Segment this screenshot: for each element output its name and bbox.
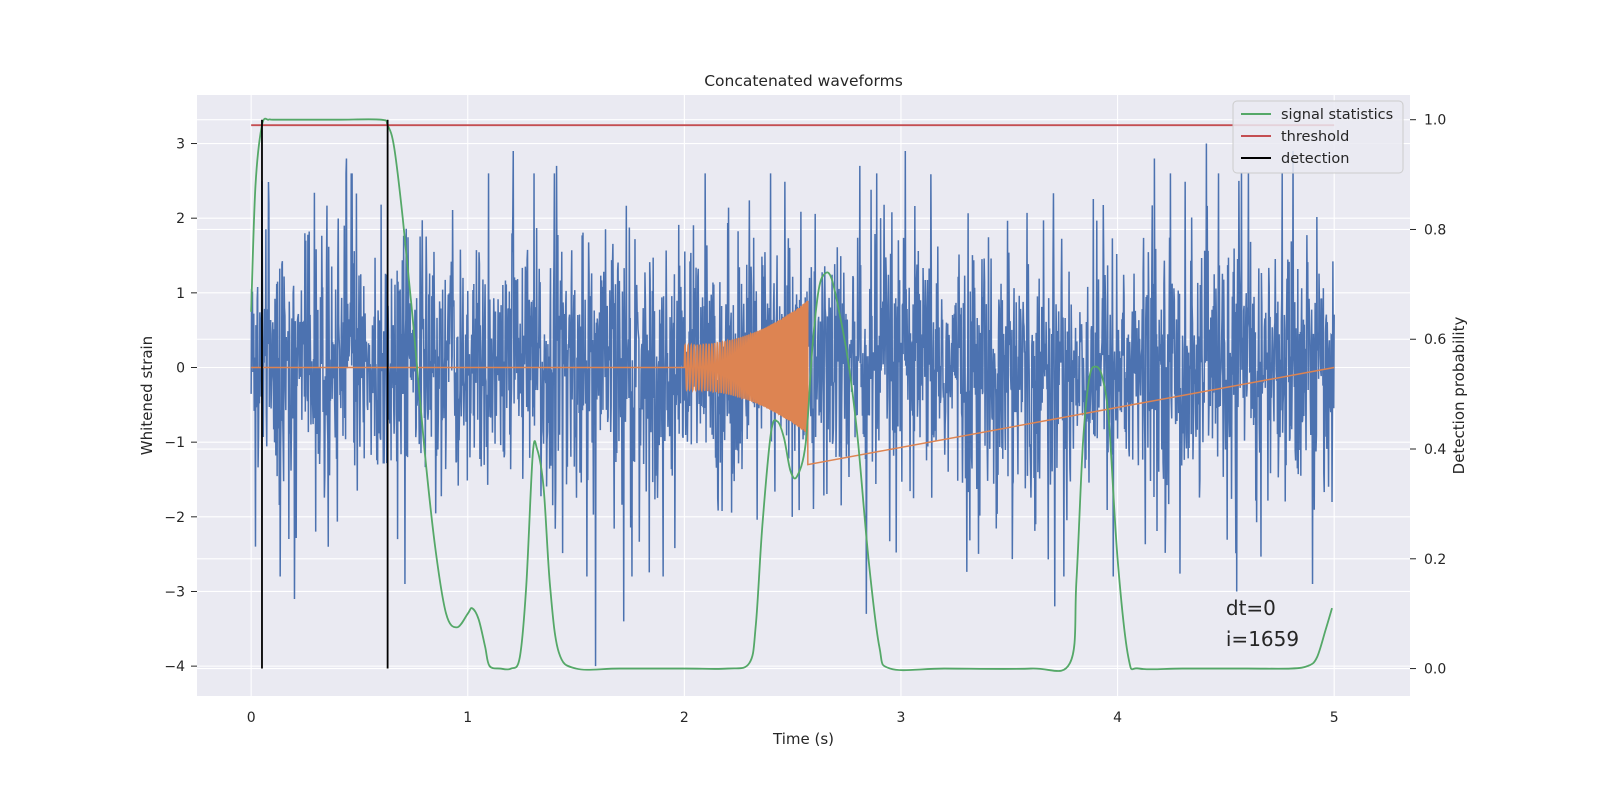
signal-statistics-line xyxy=(250,117,1333,672)
legend: signal statistics threshold detection xyxy=(1232,100,1404,174)
y-tick-label: 1 xyxy=(176,286,185,302)
right-axis-ticks: 0.0 0.2 0.4 0.6 0.8 1.0 xyxy=(1410,113,1446,678)
right-y-tick-label: 0.8 xyxy=(1424,222,1446,238)
legend-box xyxy=(1232,100,1404,174)
chart-title: Concatenated waveforms xyxy=(704,72,903,90)
x-tick-label: 3 xyxy=(897,710,906,726)
right-y-tick-label: 0.6 xyxy=(1424,332,1446,348)
right-y-tick-label: 1.0 xyxy=(1424,113,1446,129)
right-y-tick-label: 0.2 xyxy=(1424,552,1446,568)
right-y-tick-label: 0.4 xyxy=(1424,442,1446,458)
y-tick-label: −1 xyxy=(164,435,185,451)
x-tick-label: 2 xyxy=(680,710,689,726)
x-tick-label: 0 xyxy=(247,710,256,726)
x-tick-label: 4 xyxy=(1113,710,1122,726)
annotation-dt: dt=0 xyxy=(1226,596,1276,620)
strain-noise-series xyxy=(250,143,1335,667)
annotation-index: i=1659 xyxy=(1226,627,1299,651)
y-tick-label: 0 xyxy=(176,361,185,377)
series-layer xyxy=(250,117,1335,672)
left-axis-ticks: −4 −3 −2 −1 0 1 2 3 xyxy=(164,137,197,675)
legend-label: signal statistics xyxy=(1281,107,1393,123)
y-tick-label: −4 xyxy=(164,659,185,675)
y-axis-label: Whitened strain xyxy=(138,336,156,455)
x-axis-label: Time (s) xyxy=(772,730,834,748)
y-tick-label: 3 xyxy=(176,137,185,153)
y-tick-label: 2 xyxy=(176,211,185,227)
grid xyxy=(197,95,1410,696)
x-tick-label: 1 xyxy=(463,710,472,726)
x-axis-ticks: 0 1 2 3 4 5 xyxy=(247,710,1339,726)
template-chirp-series xyxy=(251,300,1335,466)
y-tick-label: −3 xyxy=(164,584,185,600)
right-y-tick-label: 0.0 xyxy=(1424,662,1446,678)
legend-label: threshold xyxy=(1281,129,1349,145)
y-tick-label: −2 xyxy=(164,510,185,526)
legend-label: detection xyxy=(1281,151,1349,167)
annotation: dt=0 i=1659 xyxy=(1226,596,1299,651)
right-y-axis-label: Detection probability xyxy=(1450,317,1468,475)
x-tick-label: 5 xyxy=(1330,710,1339,726)
